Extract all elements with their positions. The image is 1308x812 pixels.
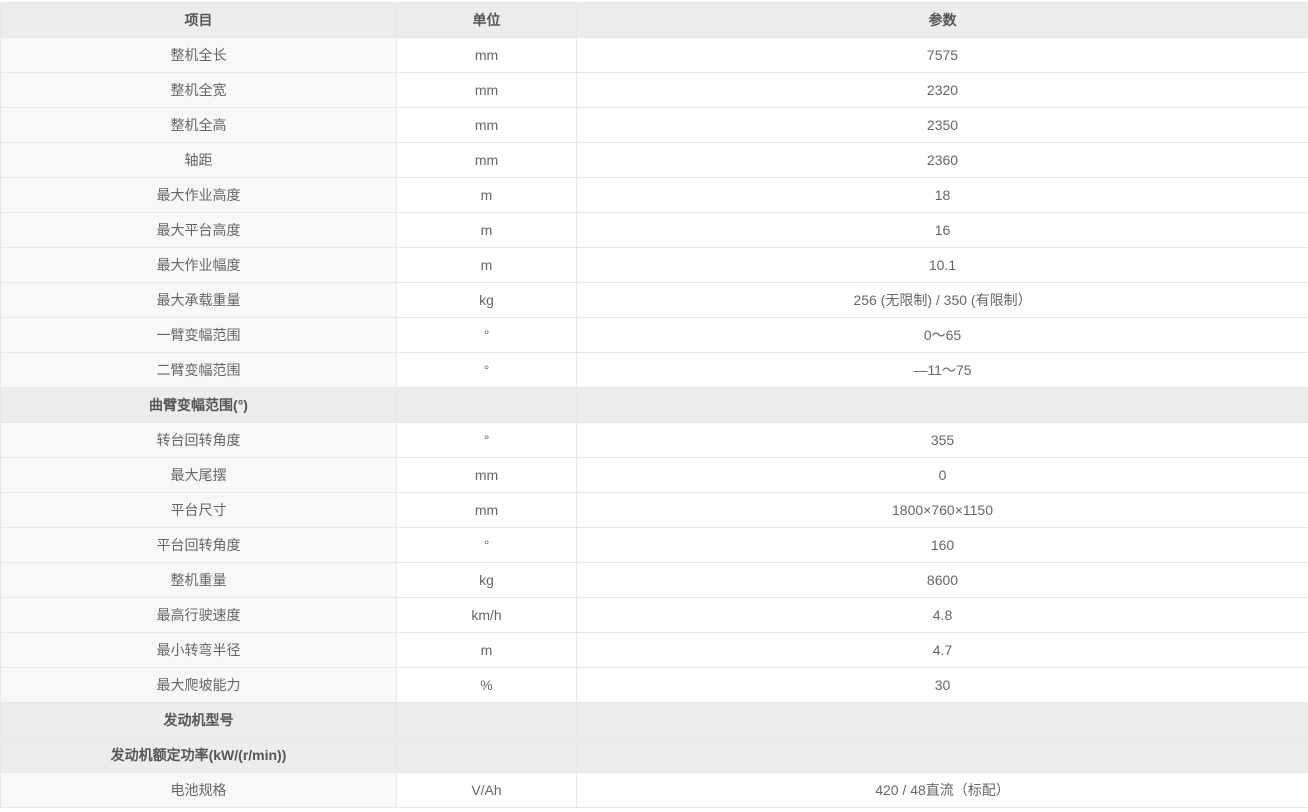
table-row: 平台回转角度 ° 160 [0, 527, 1308, 563]
cell-value: 420 / 48直流（标配） [576, 772, 1308, 808]
cell-value: 8600 [576, 562, 1308, 598]
cell-value [576, 737, 1308, 773]
cell-unit [396, 702, 577, 738]
cell-value: 355 [576, 422, 1308, 458]
cell-item: 电池规格 [0, 772, 397, 808]
header-row: 项目 单位 参数 [0, 2, 1308, 38]
cell-value: 1800×760×1150 [576, 492, 1308, 528]
cell-item: 整机全长 [0, 37, 397, 73]
cell-item: 整机全宽 [0, 72, 397, 108]
cell-unit: ° [396, 317, 577, 353]
cell-value: 2350 [576, 107, 1308, 143]
table-row: 最大作业幅度 m 10.1 [0, 247, 1308, 283]
table-row: 整机重量 kg 8600 [0, 562, 1308, 598]
cell-unit: kg [396, 562, 577, 598]
cell-unit: m [396, 212, 577, 248]
cell-value: —11～75 [576, 352, 1308, 388]
cell-item: 最小转弯半径 [0, 632, 397, 668]
cell-unit: kg [396, 282, 577, 318]
table-row: 电池规格 V/Ah 420 / 48直流（标配） [0, 772, 1308, 808]
header-unit: 单位 [396, 2, 577, 38]
cell-item: 转台回转角度 [0, 422, 397, 458]
cell-value: 0～65 [576, 317, 1308, 353]
cell-item: 最大尾摆 [0, 457, 397, 493]
table-row: 平台尺寸 mm 1800×760×1150 [0, 492, 1308, 528]
cell-value: 0 [576, 457, 1308, 493]
cell-value: 16 [576, 212, 1308, 248]
table-row: 转台回转角度 ° 355 [0, 422, 1308, 458]
cell-unit: mm [396, 457, 577, 493]
table-row: 一臂变幅范围 ° 0～65 [0, 317, 1308, 353]
cell-value: 2320 [576, 72, 1308, 108]
cell-value: 4.8 [576, 597, 1308, 633]
cell-item: 二臂变幅范围 [0, 352, 397, 388]
table-row: 整机全高 mm 2350 [0, 107, 1308, 143]
cell-item: 发动机额定功率(kW/(r/min)) [0, 737, 397, 773]
table-row: 轴距 mm 2360 [0, 142, 1308, 178]
cell-unit: m [396, 632, 577, 668]
table-row: 最大平台高度 m 16 [0, 212, 1308, 248]
cell-item: 整机重量 [0, 562, 397, 598]
section-row: 发动机额定功率(kW/(r/min)) [0, 737, 1308, 773]
table-row: 整机全长 mm 7575 [0, 37, 1308, 73]
cell-value: 30 [576, 667, 1308, 703]
cell-unit [396, 387, 577, 423]
cell-item: 最大承载重量 [0, 282, 397, 318]
header-value: 参数 [576, 2, 1308, 38]
table-row: 最小转弯半径 m 4.7 [0, 632, 1308, 668]
cell-value: 10.1 [576, 247, 1308, 283]
table-row: 最大承载重量 kg 256 (无限制) / 350 (有限制） [0, 282, 1308, 318]
cell-unit: ° [396, 527, 577, 563]
section-row: 发动机型号 [0, 702, 1308, 738]
cell-value [576, 702, 1308, 738]
cell-value [576, 387, 1308, 423]
cell-item: 整机全高 [0, 107, 397, 143]
cell-unit: mm [396, 107, 577, 143]
cell-unit: m [396, 247, 577, 283]
cell-unit: ° [396, 352, 577, 388]
cell-value: 160 [576, 527, 1308, 563]
cell-item: 平台尺寸 [0, 492, 397, 528]
table-row: 最大作业高度 m 18 [0, 177, 1308, 213]
cell-item: 平台回转角度 [0, 527, 397, 563]
section-row: 曲臂变幅范围(°) [0, 387, 1308, 423]
table-row: 最大爬坡能力% 30 [0, 667, 1308, 703]
cell-item: 曲臂变幅范围(°) [0, 387, 397, 423]
table-row: 最高行驶速度 km/h 4.8 [0, 597, 1308, 633]
cell-value: 7575 [576, 37, 1308, 73]
cell-value: 4.7 [576, 632, 1308, 668]
header-item: 项目 [0, 2, 397, 38]
cell-unit: ° [396, 422, 577, 458]
cell-value: 18 [576, 177, 1308, 213]
table-row: 二臂变幅范围 ° —11～75 [0, 352, 1308, 388]
table-row: 整机全宽 mm 2320 [0, 72, 1308, 108]
cell-value: 256 (无限制) / 350 (有限制） [576, 282, 1308, 318]
cell-item: 最大平台高度 [0, 212, 397, 248]
cell-unit: V/Ah [396, 772, 577, 808]
table-row: 最大尾摆 mm 0 [0, 457, 1308, 493]
cell-unit: mm [396, 492, 577, 528]
cell-item: 最大作业高度 [0, 177, 397, 213]
cell-item: 最高行驶速度 [0, 597, 397, 633]
cell-item: 发动机型号 [0, 702, 397, 738]
cell-item: 一臂变幅范围 [0, 317, 397, 353]
cell-item: 最大爬坡能力 [0, 667, 397, 703]
spec-table-body: 整机全长 mm 7575 整机全宽 mm 2320 整机全高 mm 2350 轴距 mm 2360 最大… [0, 37, 1308, 808]
cell-unit: km/h [396, 597, 577, 633]
cell-unit: mm [396, 142, 577, 178]
cell-unit: mm [396, 37, 577, 73]
cell-unit: % [396, 667, 577, 703]
spec-table-header: 项目 单位 参数 [0, 2, 1308, 38]
cell-unit: m [396, 177, 577, 213]
cell-unit: mm [396, 72, 577, 108]
cell-unit [396, 737, 577, 773]
cell-item: 最大作业幅度 [0, 247, 397, 283]
cell-item: 轴距 [0, 142, 397, 178]
cell-value: 2360 [576, 142, 1308, 178]
